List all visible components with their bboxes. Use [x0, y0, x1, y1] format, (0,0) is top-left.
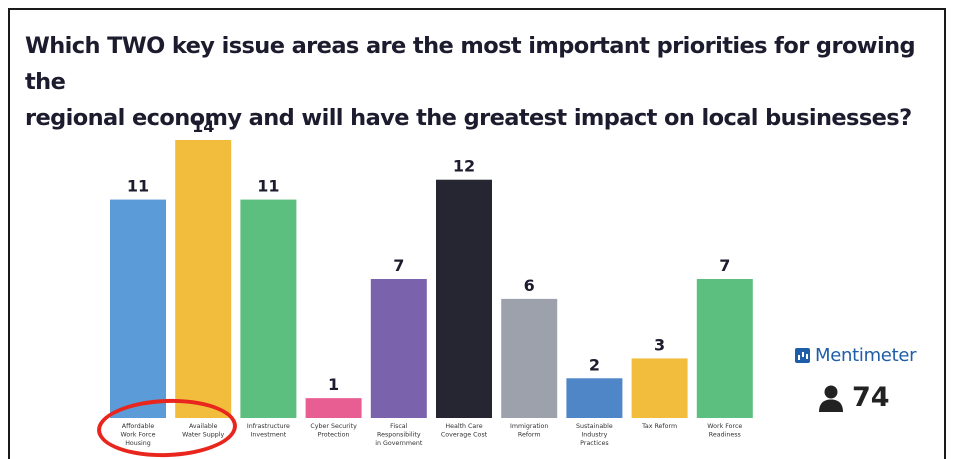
participant-count: 74 [852, 382, 890, 413]
category-label: Tax Reform [641, 423, 677, 430]
bar-4 [305, 398, 362, 418]
category-label: Investment [251, 432, 287, 439]
bar-value-label: 1 [328, 375, 339, 394]
bar-value-label: 7 [719, 256, 730, 275]
bar-value-label: 12 [453, 157, 475, 176]
category-label: Protection [318, 432, 350, 439]
category-label: Available [189, 423, 218, 430]
brand-name: Mentimeter [815, 345, 917, 366]
bar-value-label: 3 [654, 335, 665, 354]
person-icon [819, 385, 843, 412]
bar-3 [240, 199, 297, 418]
category-label: Fiscal [390, 423, 408, 430]
bar-value-label: 11 [127, 177, 149, 196]
category-label: Water Supply [182, 432, 224, 439]
category-label: Health Care [445, 423, 482, 430]
category-label: Coverage Cost [441, 432, 488, 439]
question-title: Which TWO key issue areas are the most i… [25, 33, 916, 131]
mentimeter-logo-icon [795, 348, 810, 363]
bar-7 [501, 298, 558, 418]
category-label: Work Force [121, 432, 156, 439]
category-label: Infrastructure [247, 423, 290, 430]
category-label: Affordable [122, 423, 155, 430]
category-label: Sustainable [576, 423, 613, 430]
mentimeter-brand: Mentimeter [795, 345, 917, 366]
bar-value-label: 14 [192, 117, 214, 136]
category-label: Cyber Security [310, 423, 357, 430]
bar-value-label: 11 [257, 177, 279, 196]
bar-value-label: 7 [393, 256, 404, 275]
category-label: Readiness [709, 432, 741, 439]
category-label: Reform [518, 432, 541, 439]
bar-5 [370, 279, 427, 418]
bar-2 [175, 140, 232, 418]
category-label: Practices [580, 440, 608, 447]
participant-counter: 74 [818, 382, 890, 413]
bar-6 [436, 179, 492, 418]
category-label: Housing [125, 440, 151, 447]
bar-9 [631, 358, 688, 418]
bar-8 [566, 378, 623, 418]
bar-value-label: 6 [524, 276, 535, 295]
bar-value-label: 2 [589, 355, 600, 374]
category-label: Work Force [707, 423, 742, 430]
bar-10 [696, 279, 753, 418]
bar-1 [110, 199, 166, 418]
category-label: Industry [581, 432, 607, 439]
category-label: Responsibility [377, 432, 421, 439]
category-label: in Government [375, 440, 423, 447]
category-label: Immigration [510, 423, 548, 430]
